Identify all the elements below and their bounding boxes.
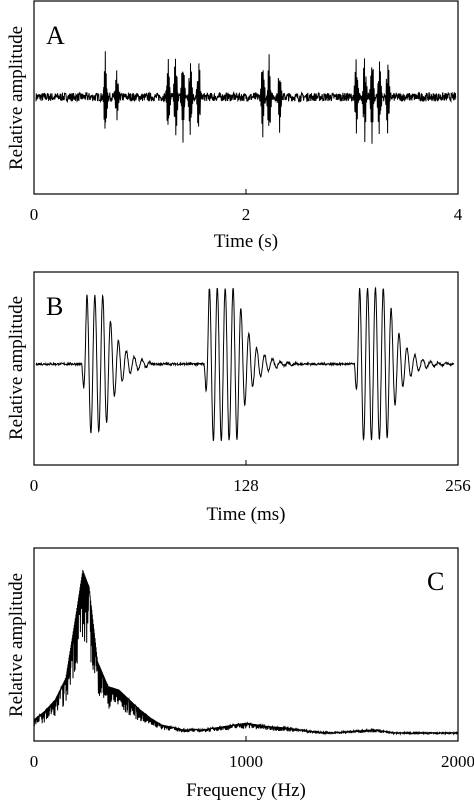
panel-a-trace [35,51,457,144]
panel-a-letter: A [46,21,65,50]
panel-a-xlabel: Time (s) [214,231,278,252]
panel-a-ylabel: Relative amplitude [6,26,27,170]
x-tick-label: 0 [30,205,39,224]
x-tick-label: 2 [242,205,251,224]
panel-b-letter: B [46,292,63,321]
panel-b: B 0 128 256 Time (ms) Relative amplitude [6,271,471,525]
panel-c-xlabel: Frequency (Hz) [186,780,306,801]
x-tick-label: 2000 [441,752,474,771]
x-tick-label: 0 [30,752,39,771]
x-tick-label: 4 [454,205,463,224]
x-tick-label: 0 [30,476,39,495]
panel-b-trace [35,286,455,442]
x-tick-label: 128 [233,476,259,495]
panel-c: C 0 1000 2000 Frequency (Hz) Relative ampl… [6,547,474,801]
panel-c-ylabel: Relative amplitude [6,573,27,717]
panel-a: A 0 2 4 Time (s) Relative amplitude [6,0,463,252]
panel-b-ticks: 0 128 256 [30,460,471,495]
panel-b-xlabel: Time (ms) [206,504,285,525]
x-tick-label: 256 [445,476,471,495]
panel-c-frame [33,547,459,742]
panel-c-ticks: 0 1000 2000 [30,736,474,771]
panel-a-ticks: 0 2 4 [30,189,463,224]
panel-c-letter: C [427,567,444,596]
panel-b-ylabel: Relative amplitude [6,296,27,440]
panel-b-frame [33,271,459,466]
panel-c-trace [33,569,459,736]
x-tick-label: 1000 [229,752,263,771]
